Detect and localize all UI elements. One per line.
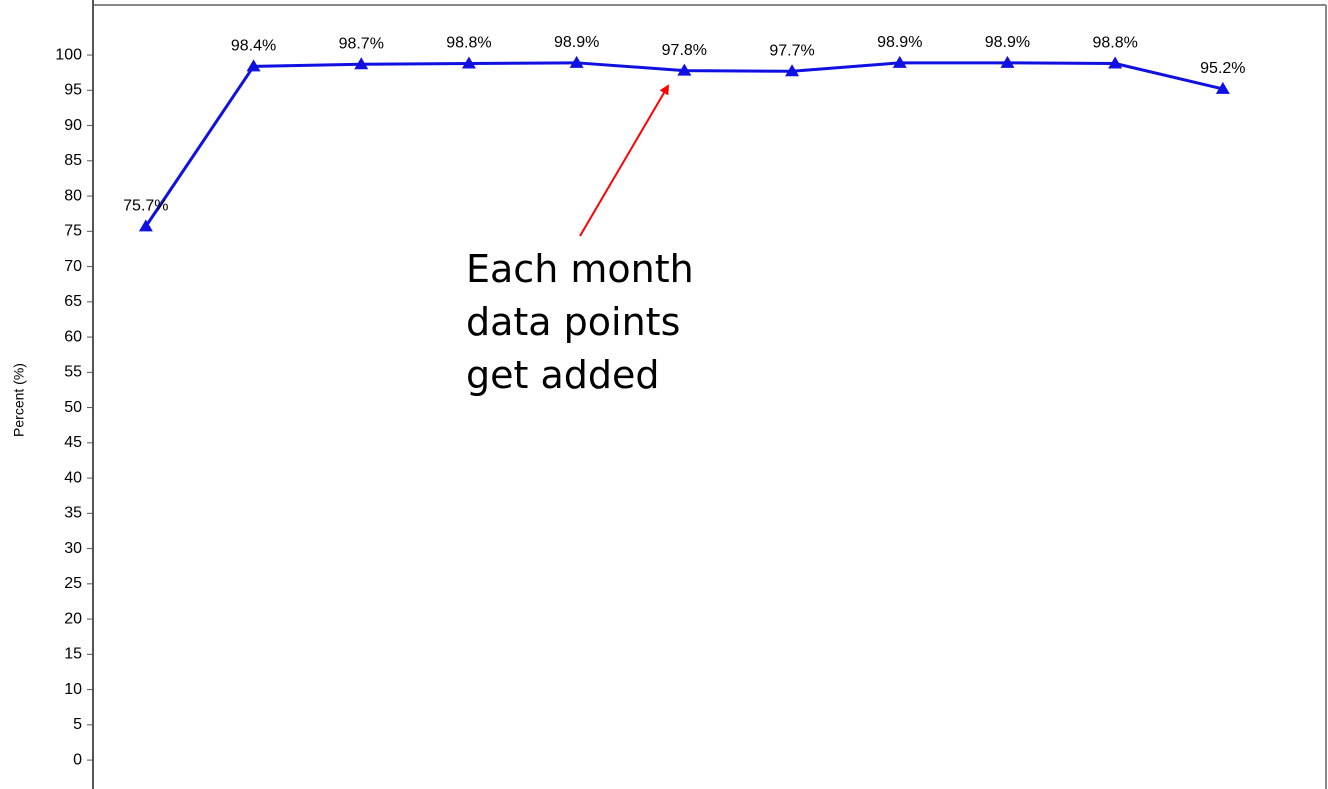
series-line xyxy=(144,61,1224,228)
y-tick-label: 60 xyxy=(64,328,82,345)
data-label: 98.4% xyxy=(231,38,276,55)
data-label: 98.7% xyxy=(339,35,384,52)
y-tick-label: 50 xyxy=(64,399,82,416)
y-tick-label: 75 xyxy=(64,223,82,240)
y-tick-label: 85 xyxy=(64,152,82,169)
y-tick-label: 25 xyxy=(64,575,82,592)
y-tick-label: 35 xyxy=(64,505,82,522)
marker xyxy=(461,56,476,69)
annotation: get added xyxy=(466,353,660,397)
marker xyxy=(1000,55,1015,68)
annotation-arrow xyxy=(579,84,670,237)
annotation: Each month xyxy=(466,247,694,291)
marker xyxy=(138,219,153,232)
data-label: 95.2% xyxy=(1200,60,1245,77)
marker xyxy=(354,57,369,70)
y-tick-label: 95 xyxy=(64,82,82,99)
data-label: 97.8% xyxy=(662,42,707,59)
y-tick-label: 70 xyxy=(64,258,82,275)
marker xyxy=(246,59,261,72)
y-tick-label: 45 xyxy=(64,434,82,451)
marker xyxy=(677,63,692,76)
data-label: 97.7% xyxy=(769,42,814,59)
y-tick-label: 40 xyxy=(64,469,82,486)
marker xyxy=(892,55,907,68)
data-label: 75.7% xyxy=(123,198,168,215)
y-tick-label: 10 xyxy=(64,681,82,698)
data-label: 98.8% xyxy=(446,35,491,52)
y-tick-label: 65 xyxy=(64,293,82,310)
data-label: 98.9% xyxy=(877,34,922,51)
data-label: 98.8% xyxy=(1092,35,1137,52)
y-tick-label: 5 xyxy=(73,716,82,733)
data-label: 98.9% xyxy=(554,34,599,51)
marker xyxy=(569,55,584,68)
annotation: data points xyxy=(466,300,680,344)
marker xyxy=(785,64,800,77)
data-label: 98.9% xyxy=(985,34,1030,51)
marker xyxy=(1108,56,1123,69)
y-tick-label: 0 xyxy=(73,751,82,768)
y-tick-label: 80 xyxy=(64,187,82,204)
y-tick-label: 15 xyxy=(64,646,82,663)
y-tick-label: 30 xyxy=(64,540,82,557)
marker xyxy=(1215,81,1230,94)
y-tick-label: 20 xyxy=(64,610,82,627)
y-tick-label: 100 xyxy=(55,46,82,63)
y-axis-label: Percent (%) xyxy=(11,363,27,437)
y-tick-label: 90 xyxy=(64,117,82,134)
y-tick-label: 55 xyxy=(64,364,82,381)
